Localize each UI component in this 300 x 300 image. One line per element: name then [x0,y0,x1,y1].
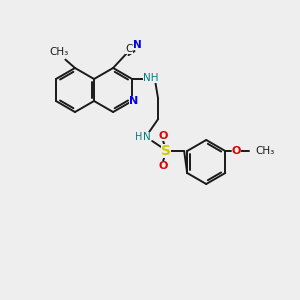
Text: O: O [158,131,168,141]
Text: NH: NH [143,73,159,83]
Text: CH₃: CH₃ [255,146,274,156]
Text: O: O [232,146,241,156]
Text: C: C [125,44,133,54]
Text: S: S [161,144,171,158]
Text: N: N [143,132,151,142]
Text: O: O [158,161,168,171]
Text: CH₃: CH₃ [50,47,69,57]
Text: N: N [128,96,138,106]
Text: N: N [133,40,142,50]
Text: H: H [136,132,143,142]
